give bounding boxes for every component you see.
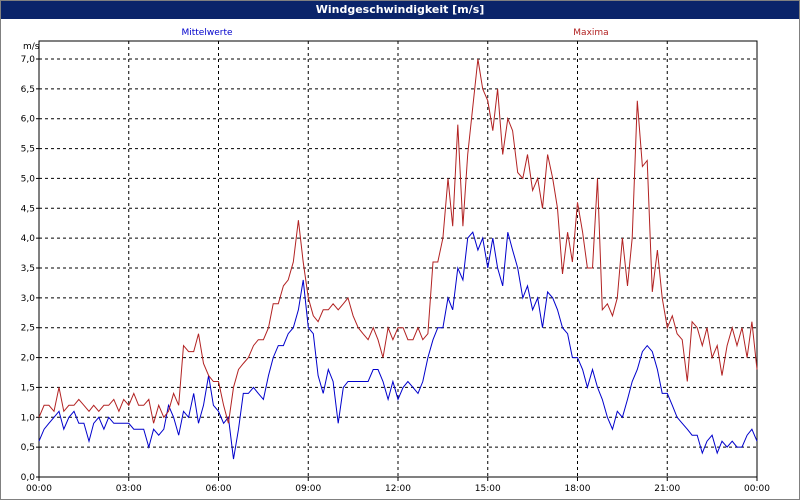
y-tick-label: 2,5 <box>21 324 35 334</box>
x-axis: 00:0016.01.2103:0016.01.2106:0016.01.210… <box>26 477 770 494</box>
y-tick-label: 0,5 <box>21 443 35 453</box>
y-axis-unit: m/s <box>23 42 40 52</box>
x-tick-time-label: 06:00 <box>206 484 232 494</box>
y-tick-label: 5,0 <box>21 174 36 184</box>
y-tick-label: 2,0 <box>21 354 36 364</box>
y-tick-label: 1,5 <box>21 383 35 393</box>
y-tick-label: 5,5 <box>21 145 35 155</box>
x-tick-time-label: 21:00 <box>654 484 680 494</box>
x-tick-time-label: 03:00 <box>116 484 142 494</box>
series-lines <box>38 58 758 460</box>
wind-speed-chart: 0,0 0,5 1,0 1,5 2,0 2,5 3,0 3,5 4,0 4,5 5,0 5,5 6,0 6… <box>21 28 771 494</box>
x-tick-time-label: 12:00 <box>385 484 411 494</box>
y-tick-label: 3,5 <box>21 264 35 274</box>
y-axis: 0,0 0,5 1,0 1,5 2,0 2,5 3,0 3,5 4,0 4,5 5,0 5,5 6,0 6… <box>21 55 39 483</box>
legend-mittelwerte: Mittelwerte <box>181 28 232 38</box>
x-tick-time-label: 09:00 <box>295 484 321 494</box>
x-tick-time-label: 15:00 <box>475 484 501 494</box>
y-tick-label: 7,0 <box>21 55 36 65</box>
y-tick-label: 0,0 <box>21 473 36 483</box>
y-tick-label: 3,0 <box>21 294 36 304</box>
y-tick-label: 6,5 <box>21 85 35 95</box>
x-tick-time-label: 00:00 <box>26 484 52 494</box>
x-tick-time-label: 18:00 <box>565 484 591 494</box>
chart-title: Windgeschwindigkeit [m/s] <box>1 1 799 19</box>
series-line-mittelwerte <box>38 231 758 460</box>
y-tick-label: 6,0 <box>21 115 36 125</box>
series-line-maxima <box>38 58 758 424</box>
y-tick-label: 1,0 <box>21 413 36 423</box>
y-tick-label: 4,0 <box>21 234 36 244</box>
x-tick-time-label: 00:00 <box>744 484 770 494</box>
grid-lines <box>39 41 757 477</box>
y-tick-label: 4,5 <box>21 204 35 214</box>
legend-maxima: Maxima <box>573 28 608 38</box>
